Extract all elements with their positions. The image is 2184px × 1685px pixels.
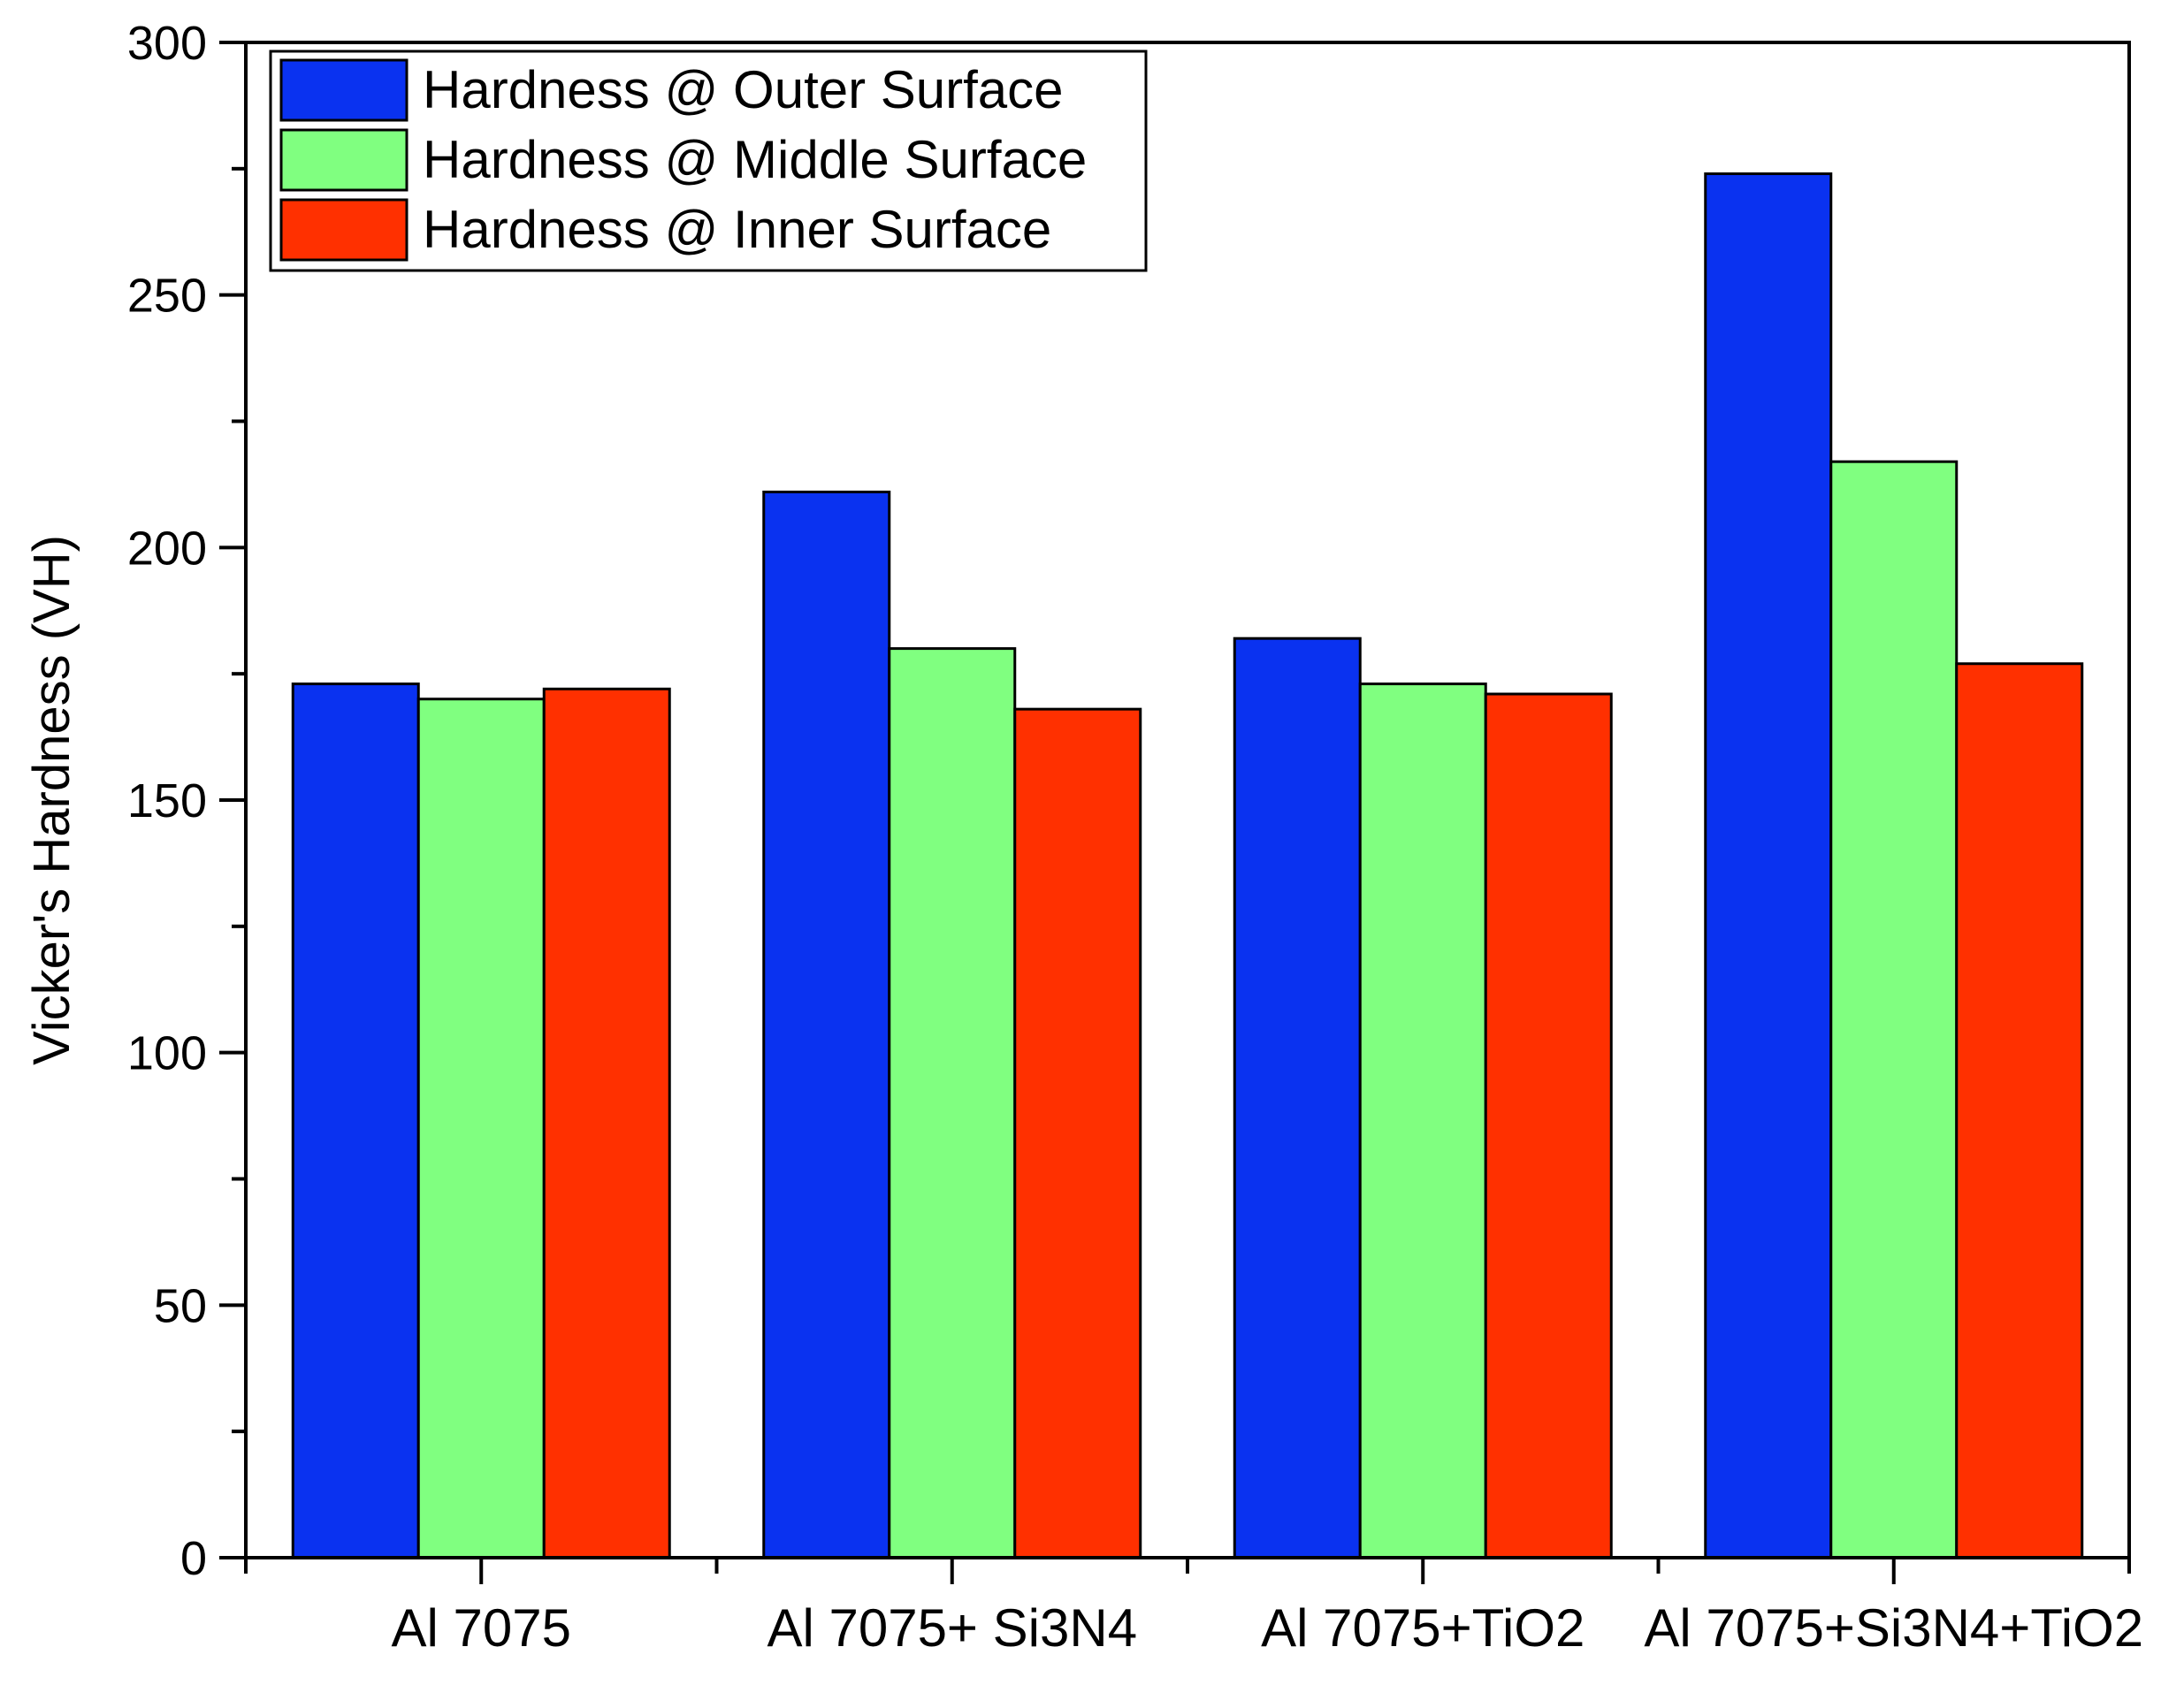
bar-1-0 (762, 490, 891, 1559)
legend-swatch (279, 58, 409, 122)
x-tick-label: Al 7075+Si3N4+TiO2 (1644, 1598, 2143, 1658)
legend: Hardness @ Outer Surface Hardness @ Middl… (269, 50, 1148, 272)
bar-3-1 (1829, 460, 1959, 1559)
legend-label: Hardness @ Middle Surface (423, 130, 1087, 189)
y-tick-label: 200 (127, 522, 207, 575)
y-tick-label: 100 (127, 1027, 207, 1080)
legend-swatch (279, 198, 409, 262)
legend-label: Hardness @ Inner Surface (423, 200, 1051, 259)
bar-0-1 (416, 698, 546, 1559)
bar-2-2 (1484, 692, 1613, 1559)
legend-swatch (279, 128, 409, 192)
x-tick-label: Al 7075 (392, 1598, 572, 1658)
y-tick-label: 300 (127, 17, 207, 70)
y-axis-title: Vicker's Hardness (VH) (23, 535, 80, 1065)
bar-1-2 (1013, 707, 1142, 1559)
bar-1-1 (888, 647, 1017, 1559)
bar-2-0 (1233, 637, 1362, 1559)
x-tick-label: Al 7075+ Si3N4 (767, 1598, 1137, 1658)
y-tick-label: 0 (180, 1532, 207, 1585)
bar-3-2 (1955, 662, 2084, 1559)
x-tick-label: Al 7075+TiO2 (1261, 1598, 1585, 1658)
y-tick-label: 150 (127, 774, 207, 827)
legend-frame (269, 50, 1148, 272)
legend-label: Hardness @ Outer Surface (423, 60, 1064, 119)
bars-group (291, 172, 2084, 1559)
y-tick-label: 50 (154, 1279, 207, 1332)
bar-0-2 (542, 687, 671, 1559)
x-axis: Al 7075 Al 7075+ Si3N4 Al 7075+TiO2 Al 7075… (244, 1558, 2143, 1658)
bar-3-0 (1704, 172, 1833, 1559)
bar-0-0 (291, 682, 420, 1559)
y-axis: 0 50 100 150 200 250 300 (127, 17, 246, 1585)
bar-2-1 (1358, 682, 1487, 1559)
y-tick-label: 250 (127, 270, 207, 323)
